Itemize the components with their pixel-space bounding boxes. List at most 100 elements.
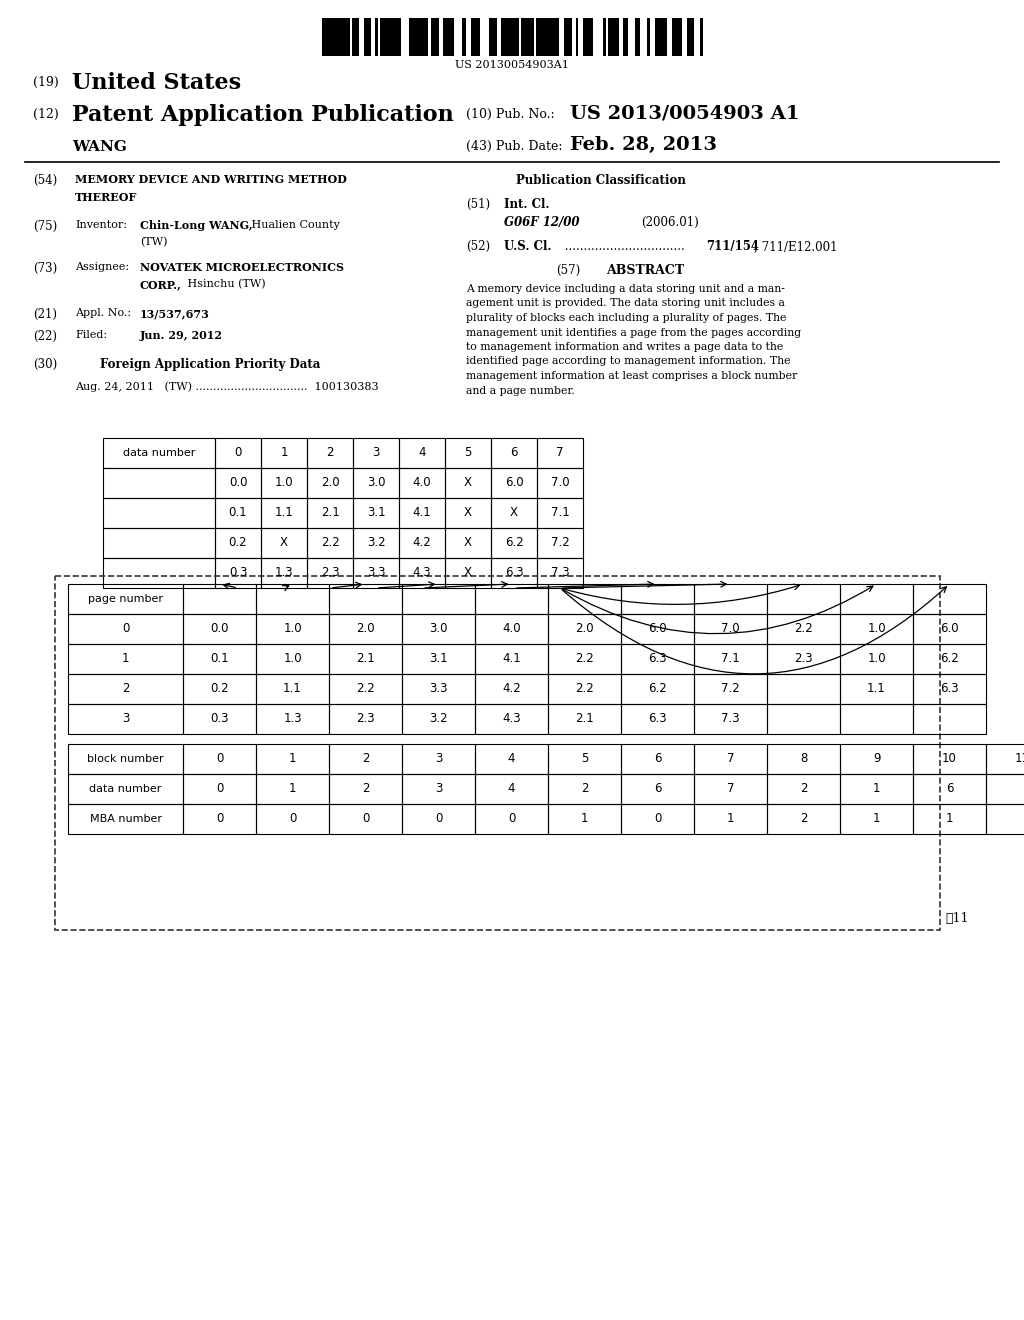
Text: 3.2: 3.2 [429,713,447,726]
Bar [215,469,261,498]
Bar [475,774,548,804]
Text: 2.3: 2.3 [321,566,339,579]
Bar [420,18,425,55]
Bar [489,18,492,55]
Bar [394,18,396,55]
Bar [402,744,475,774]
Text: (73): (73) [33,261,57,275]
Text: 10: 10 [942,752,957,766]
Bar [103,469,215,498]
Text: 6.3: 6.3 [648,713,667,726]
Bar [548,704,621,734]
Bar [364,18,369,55]
Text: Assignee:: Assignee: [75,261,129,272]
Bar [256,583,329,614]
Bar [402,675,475,704]
Bar [354,18,359,55]
Text: 0: 0 [234,446,242,459]
Text: 2: 2 [327,446,334,459]
Bar [183,614,256,644]
Bar [521,18,525,55]
Bar [621,804,694,834]
Text: 0: 0 [435,813,442,825]
Bar [261,558,307,587]
Bar [215,498,261,528]
Text: data number: data number [123,447,196,458]
Bar [215,558,261,587]
Text: 2.0: 2.0 [575,623,594,635]
Text: 6: 6 [510,446,518,459]
Text: 1: 1 [281,446,288,459]
Bar [452,18,454,55]
Bar [256,614,329,644]
Text: 1.1: 1.1 [274,507,293,520]
Bar [608,18,613,55]
Bar [402,804,475,834]
Text: 7: 7 [556,446,564,459]
Text: 6.2: 6.2 [505,536,523,549]
Bar [767,744,840,774]
Bar [913,774,986,804]
Text: identified page according to management information. The: identified page according to management … [466,356,791,367]
Bar [475,675,548,704]
Bar [183,774,256,804]
Bar [537,528,583,558]
Bar [501,18,505,55]
Bar [583,18,585,55]
Text: 2: 2 [361,783,370,796]
Text: 6: 6 [653,783,662,796]
Text: Int. Cl.: Int. Cl. [504,198,550,211]
Bar [767,704,840,734]
Text: 2.0: 2.0 [356,623,375,635]
Bar [913,704,986,734]
Text: 4: 4 [418,446,426,459]
Bar [575,18,578,55]
Bar [402,644,475,675]
Text: 0.0: 0.0 [210,623,228,635]
Bar [375,18,378,55]
Text: 8: 8 [800,752,807,766]
Bar [767,774,840,804]
Bar [399,438,445,469]
Bar [68,774,183,804]
Text: Filed:: Filed: [75,330,108,341]
Text: 2: 2 [122,682,129,696]
Text: Hualien County: Hualien County [248,220,340,230]
Bar [475,583,548,614]
Text: management unit identifies a page from the pages according: management unit identifies a page from t… [466,327,801,338]
Text: 1: 1 [122,652,129,665]
Bar [399,528,445,558]
Text: 3: 3 [122,713,129,726]
Bar [475,804,548,834]
Text: 3.1: 3.1 [367,507,385,520]
Text: 0.2: 0.2 [210,682,228,696]
Bar [913,804,986,834]
Text: 4.3: 4.3 [502,713,521,726]
Text: 7.2: 7.2 [551,536,569,549]
Text: 1: 1 [727,813,734,825]
Bar [329,675,402,704]
Text: 7: 7 [727,752,734,766]
Bar [475,704,548,734]
Text: 2.1: 2.1 [575,713,594,726]
Text: 6: 6 [653,752,662,766]
Bar [183,675,256,704]
Text: US 20130054903A1: US 20130054903A1 [455,59,569,70]
Text: (57): (57) [556,264,581,277]
Bar [390,18,394,55]
Bar [261,498,307,528]
Bar [68,644,183,675]
Bar [490,528,537,558]
Bar [261,469,307,498]
Bar [658,18,662,55]
Text: data number: data number [89,784,162,795]
Bar [692,18,694,55]
Bar [396,18,401,55]
Bar [913,744,986,774]
Text: 3: 3 [435,752,442,766]
Bar [68,583,183,614]
Bar [694,583,767,614]
Bar [103,498,215,528]
Bar [443,18,449,55]
Text: 2.1: 2.1 [321,507,339,520]
